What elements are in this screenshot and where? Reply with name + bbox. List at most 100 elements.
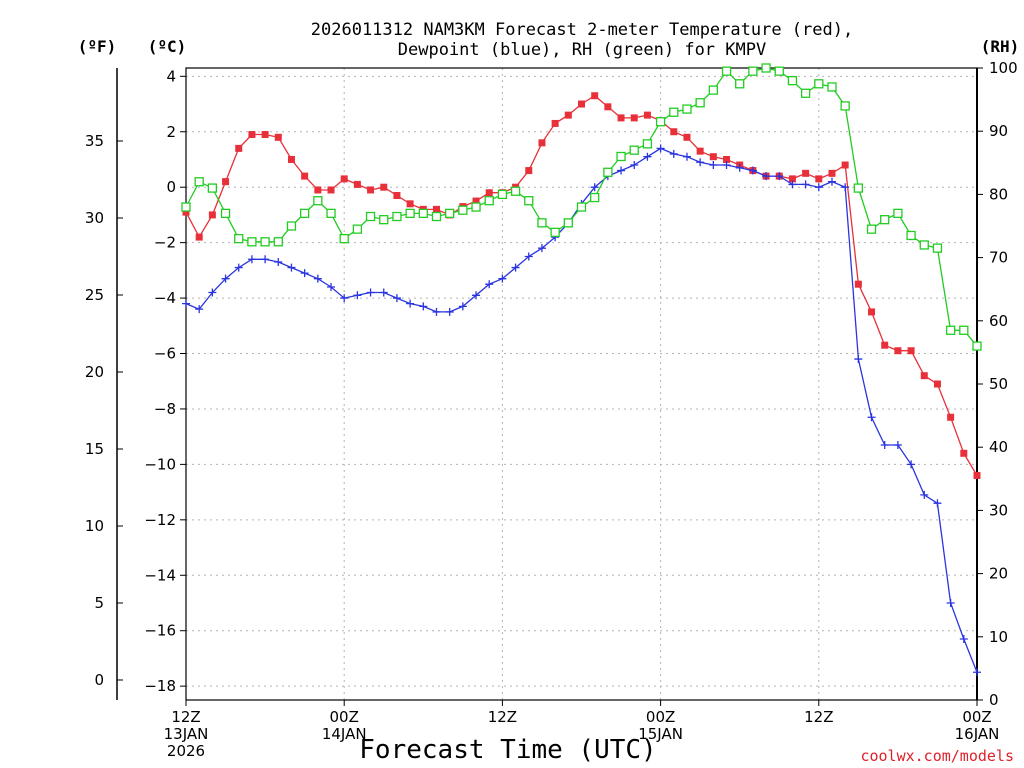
dewpoint-point	[946, 598, 955, 607]
rh-point	[405, 208, 415, 219]
celsius-axis-ticks: 4 2 0 −2 −4 −6 −8 −10 −12 −14 −16 −18	[144, 67, 186, 695]
temperature-point	[894, 347, 902, 355]
time-tick-label: 00Z	[330, 708, 359, 726]
dewpoint-point	[788, 180, 797, 189]
time-tick-label: 16JAN	[955, 725, 1000, 743]
rh-point	[814, 79, 824, 89]
rh-point	[418, 208, 428, 219]
dewpoint-point	[735, 163, 744, 172]
dewpoint-point	[933, 499, 942, 508]
time-tick-label: 13JAN	[164, 725, 209, 743]
dewpoint-point	[274, 258, 283, 267]
rh-unit-label: (RH)	[981, 37, 1020, 56]
rh-point	[616, 151, 626, 162]
dewpoint-point	[182, 299, 190, 308]
celsius-tick-label: −2	[154, 234, 176, 252]
temperature-point	[182, 208, 190, 216]
x-axis-title: Forecast Time (UTC)	[359, 735, 656, 765]
rh-point	[471, 202, 481, 212]
rh-point	[352, 224, 363, 234]
rh-point	[392, 211, 402, 222]
fahrenheit-unit-label: (ºF)	[78, 37, 117, 56]
dewpoint-point	[472, 291, 481, 300]
time-tick-label: 12Z	[171, 708, 200, 726]
temperature-point	[591, 92, 599, 100]
plot-frame	[185, 67, 978, 701]
rh-point	[326, 208, 336, 219]
dewpoint-series	[182, 144, 981, 677]
rh-point	[339, 233, 349, 244]
temperature-point	[314, 186, 322, 194]
rh-point	[893, 208, 903, 219]
rh-point	[299, 208, 310, 219]
temperature-point	[973, 471, 981, 479]
temperature-point	[380, 183, 388, 191]
rh-point	[853, 183, 863, 193]
dewpoint-point	[643, 152, 652, 161]
rh-point	[379, 215, 389, 225]
rh-point	[774, 66, 784, 76]
temperature-point	[301, 172, 309, 180]
dewpoint-point	[511, 263, 520, 272]
temperature-point	[868, 308, 876, 316]
time-tick-label: 00Z	[646, 708, 675, 726]
rh-point	[484, 196, 494, 206]
time-tick-label: 14JAN	[322, 725, 367, 743]
temperature-point	[670, 128, 678, 136]
fahrenheit-tick-label: 20	[85, 363, 104, 381]
rh-point	[972, 341, 982, 351]
dewpoint-point	[880, 440, 889, 449]
rh-point	[458, 205, 468, 215]
dewpoint-point	[208, 288, 217, 297]
rh-point	[576, 202, 587, 212]
rh-point	[866, 224, 877, 234]
dewpoint-point	[458, 302, 467, 311]
temperature-series	[182, 92, 981, 479]
dewpoint-point	[630, 161, 639, 170]
rh-point	[800, 88, 811, 98]
time-tick-label: 2026	[167, 742, 205, 760]
rh-point	[695, 98, 705, 108]
dewpoint-point	[221, 274, 230, 283]
temperature-point	[525, 167, 533, 175]
dewpoint-point	[340, 294, 349, 303]
dewpoint-point	[801, 180, 810, 189]
temperature-point	[235, 144, 243, 152]
rh-point	[273, 237, 283, 247]
dewpoint-point	[379, 288, 388, 297]
fahrenheit-tick-label: 5	[94, 594, 104, 612]
rh-point	[840, 101, 850, 111]
dewpoint-point	[748, 166, 757, 175]
temperature-point	[432, 205, 440, 213]
temperature-point	[406, 200, 414, 208]
rh-point	[761, 63, 771, 73]
dewpoint-point	[854, 355, 863, 364]
rh-point	[510, 186, 521, 196]
temperature-point	[222, 178, 230, 186]
celsius-tick-label: −16	[144, 622, 176, 640]
fahrenheit-tick-label: 15	[85, 440, 104, 458]
celsius-tick-label: −12	[144, 511, 176, 529]
temperature-point	[604, 103, 612, 111]
dewpoint-point	[195, 305, 204, 314]
dewpoint-point	[537, 244, 546, 253]
rh-point	[286, 221, 297, 231]
temperature-point	[643, 111, 651, 119]
rh-point	[207, 183, 218, 193]
dewpoint-point	[419, 302, 428, 311]
temperature-point	[841, 161, 849, 169]
rh-point	[431, 211, 442, 222]
temperature-point	[828, 169, 836, 177]
rh-point	[906, 230, 916, 241]
dewpoint-point	[313, 274, 322, 283]
rh-point	[497, 189, 508, 200]
rh-point	[550, 227, 560, 237]
rh-point	[563, 218, 573, 228]
title-line-2: Dewpoint (blue), RH (green) for KMPV	[398, 40, 766, 60]
dewpoint-point	[696, 158, 705, 167]
temperature-point	[367, 186, 375, 194]
temperature-point	[564, 111, 572, 119]
